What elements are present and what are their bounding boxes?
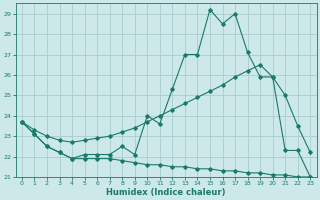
X-axis label: Humidex (Indice chaleur): Humidex (Indice chaleur) <box>106 188 226 197</box>
